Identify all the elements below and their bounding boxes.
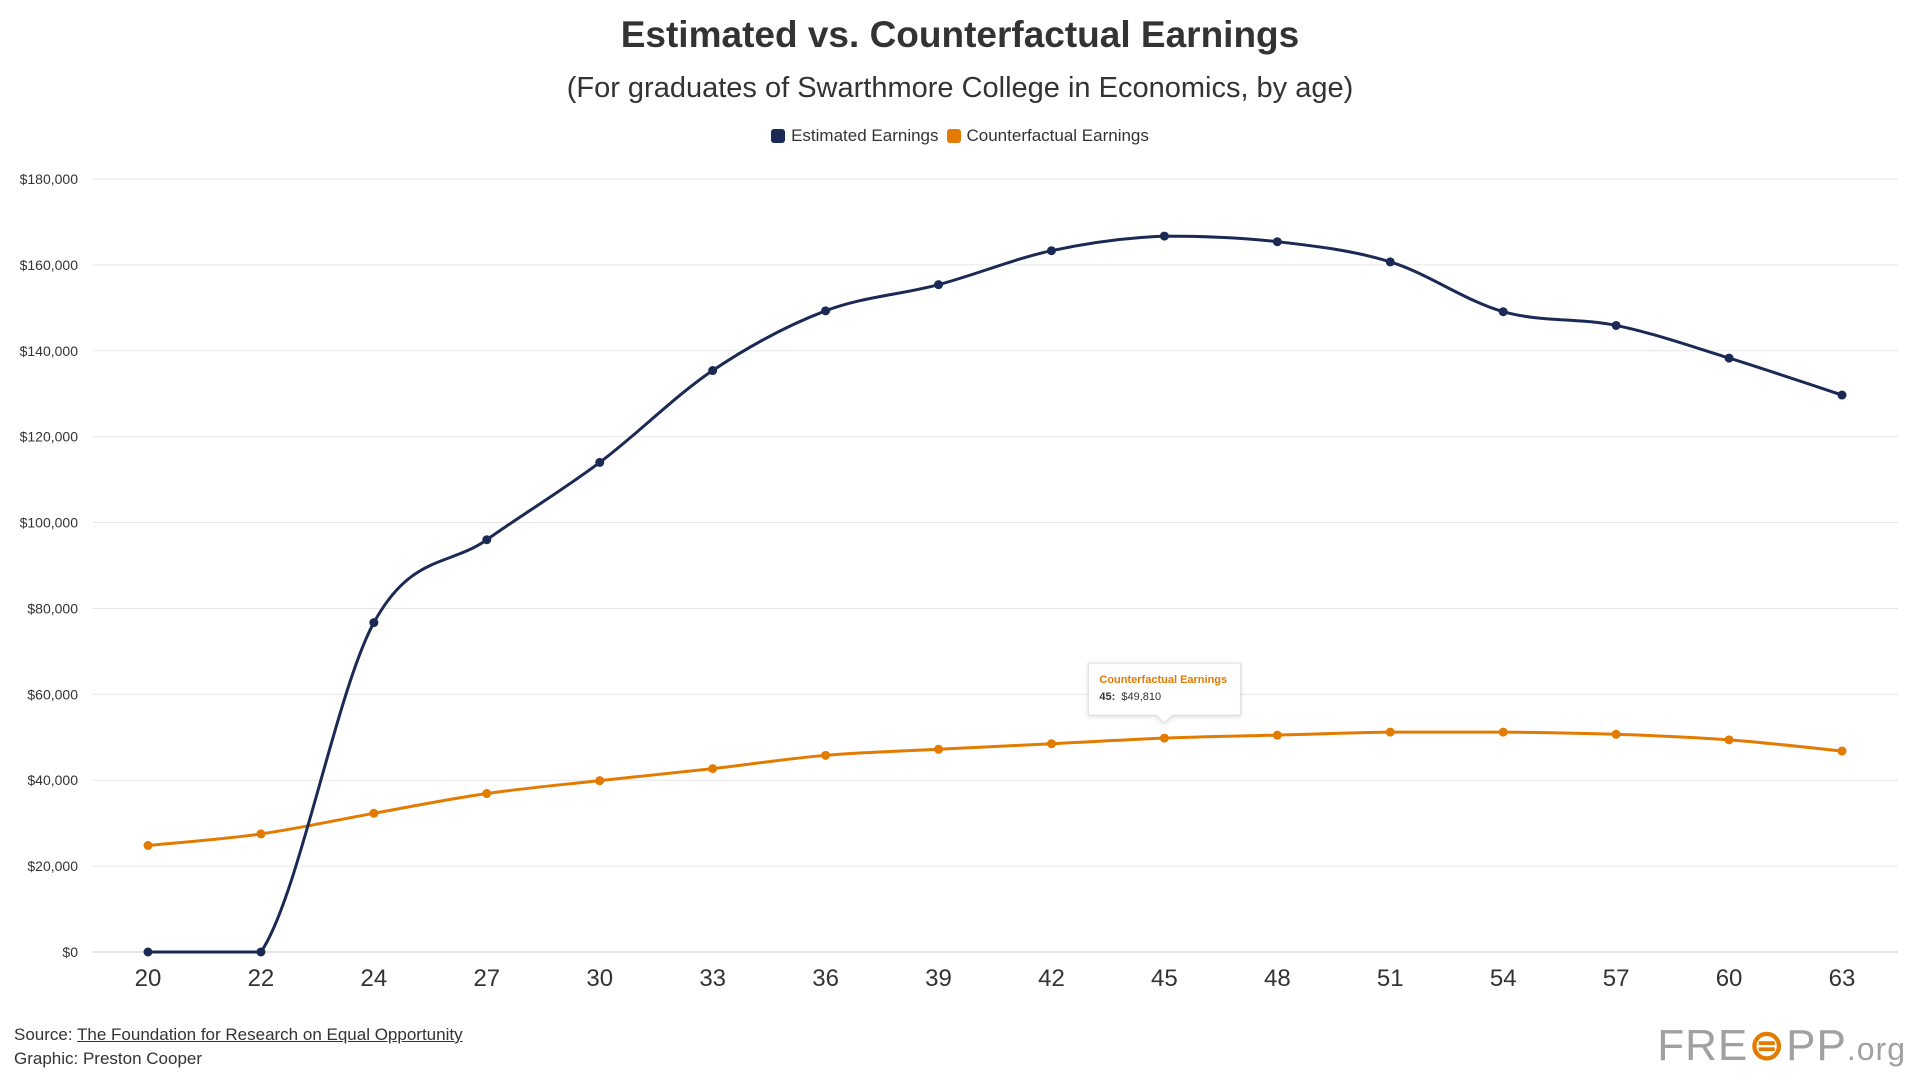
data-point-estimated	[1724, 353, 1734, 363]
legend: Estimated Earnings Counterfactual Earnin…	[0, 126, 1920, 146]
data-point-estimated	[934, 280, 944, 290]
series-lines	[146, 234, 1844, 954]
source-link[interactable]: The Foundation for Research on Equal Opp…	[77, 1025, 463, 1044]
data-point-counterfactual	[1611, 729, 1621, 739]
data-point-estimated	[1385, 257, 1395, 267]
data-point-estimated	[1498, 307, 1508, 317]
data-point-counterfactual	[1724, 735, 1734, 745]
data-point-estimated	[1837, 390, 1847, 400]
legend-item-estimated[interactable]: Estimated Earnings	[771, 126, 939, 146]
data-point-counterfactual	[482, 789, 492, 799]
data-point-counterfactual	[821, 750, 831, 760]
data-point-estimated	[1159, 231, 1169, 241]
x-tick-label: 60	[1716, 965, 1743, 992]
x-tick-label: 63	[1829, 965, 1856, 992]
data-point-estimated	[482, 535, 492, 545]
x-tick-label: 33	[699, 965, 726, 992]
chart-subtitle: (For graduates of Swarthmore College in …	[566, 72, 1354, 104]
y-tick-label: $40,000	[27, 772, 78, 788]
tooltip-value: $49,810	[1121, 691, 1161, 703]
logo-text-suffix: .org	[1846, 1031, 1906, 1067]
grid-lines	[93, 178, 1898, 953]
series-points	[143, 231, 1847, 957]
tooltip: Counterfactual Earnings 45: $49,810	[1087, 662, 1241, 724]
x-tick-label: 30	[586, 965, 613, 992]
y-tick-label: $80,000	[27, 600, 78, 616]
tooltip-series-name: Counterfactual Earnings	[1099, 674, 1227, 686]
logo-mark-icon: ⊜	[1748, 1021, 1787, 1070]
y-tick-label: $120,000	[20, 429, 79, 445]
legend-label-estimated: Estimated Earnings	[791, 126, 939, 145]
y-axis-labels: $0 $20,000 $40,000 $60,000 $80,000 $100,000 $1…	[20, 171, 79, 960]
y-tick-label: $180,000	[20, 171, 79, 187]
legend-swatch-estimated	[771, 129, 786, 143]
data-point-estimated	[821, 306, 831, 316]
freopp-logo: FRE ⊜ PP .org	[1657, 1020, 1906, 1071]
data-point-counterfactual	[708, 764, 718, 774]
data-point-estimated	[595, 457, 605, 467]
x-tick-label: 48	[1264, 965, 1291, 992]
x-tick-label: 36	[812, 965, 839, 992]
data-point-counterfactual	[369, 808, 379, 818]
data-point-counterfactual	[1837, 746, 1847, 756]
y-tick-label: $160,000	[20, 257, 79, 273]
line-chart: $0 $20,000 $40,000 $60,000 $80,000 $100,000 $1…	[20, 171, 1898, 992]
y-tick-label: $100,000	[20, 515, 79, 531]
y-tick-label: $0	[62, 944, 78, 960]
data-point-counterfactual	[934, 744, 944, 754]
logo-text-1: FRE	[1657, 1021, 1749, 1070]
x-tick-label: 39	[925, 965, 952, 992]
x-tick-label: 54	[1490, 965, 1517, 992]
series-line-estimated	[146, 234, 1844, 954]
data-point-counterfactual	[1385, 727, 1395, 737]
chart-title: Estimated vs. Counterfactual Earnings	[620, 14, 1300, 55]
legend-swatch-counterfactual	[946, 129, 961, 143]
x-tick-label: 24	[361, 965, 388, 992]
source-label: Source:	[14, 1025, 73, 1044]
tooltip-box	[1087, 662, 1241, 724]
data-point-estimated	[143, 947, 153, 957]
x-tick-label: 45	[1151, 965, 1178, 992]
data-point-counterfactual	[143, 840, 153, 850]
data-point-counterfactual	[1498, 727, 1508, 737]
y-tick-label: $140,000	[20, 343, 79, 359]
data-point-counterfactual	[1272, 730, 1282, 740]
y-tick-label: $60,000	[27, 686, 78, 702]
data-point-counterfactual	[595, 776, 605, 786]
legend-label-counterfactual: Counterfactual Earnings	[966, 126, 1149, 145]
data-point-estimated	[1272, 237, 1282, 247]
logo-text-2: PP	[1786, 1021, 1847, 1070]
data-point-counterfactual	[256, 829, 266, 839]
y-tick-label: $20,000	[27, 858, 78, 874]
tooltip-age-label: 45:	[1099, 691, 1115, 703]
graphic-credit: Graphic: Preston Cooper	[14, 1049, 203, 1068]
source-note: Source: The Foundation for Research on E…	[14, 1025, 463, 1045]
data-point-estimated	[369, 618, 379, 628]
data-point-counterfactual	[1046, 739, 1056, 749]
x-tick-label: 57	[1603, 965, 1630, 992]
data-point-estimated	[708, 366, 718, 376]
x-tick-label: 51	[1377, 965, 1404, 992]
legend-item-counterfactual[interactable]: Counterfactual Earnings	[946, 126, 1149, 146]
x-tick-label: 20	[135, 965, 162, 992]
x-axis-labels: 20 22 24 27 30 33 36 39 42 45 48 51 54 57 60 63	[135, 965, 1856, 992]
data-point-estimated	[1046, 246, 1056, 256]
series-line-counterfactual	[146, 730, 1844, 847]
x-tick-label: 22	[248, 965, 275, 992]
x-tick-label: 42	[1038, 965, 1065, 992]
data-point-estimated	[256, 947, 266, 957]
data-point-counterfactual	[1159, 733, 1169, 743]
x-tick-label: 27	[473, 965, 500, 992]
data-point-estimated	[1611, 320, 1621, 330]
